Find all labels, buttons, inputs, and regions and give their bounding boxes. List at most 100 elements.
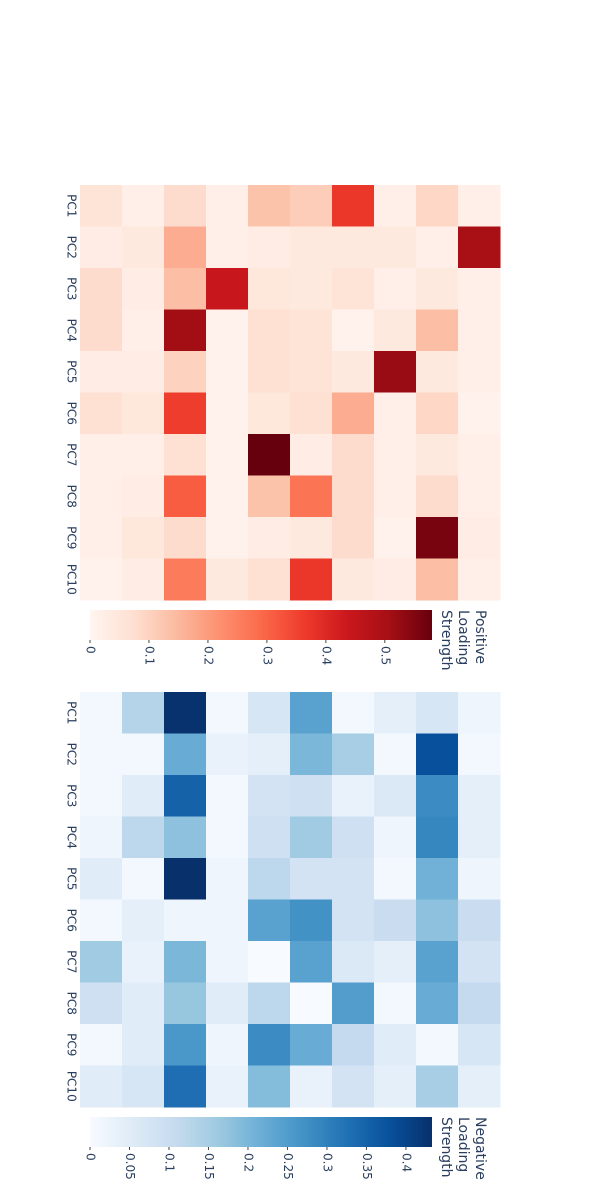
heatmap-cell <box>206 899 249 942</box>
heatmap-cell <box>80 434 123 476</box>
heatmap-cell <box>164 982 207 1025</box>
heatmap-cell <box>122 941 165 983</box>
heatmap-cell <box>416 517 459 559</box>
heatmap-cell <box>374 268 417 310</box>
heatmap-cell <box>290 268 333 310</box>
heatmap-cell <box>80 941 123 983</box>
heatmap-cell <box>416 733 459 776</box>
heatmap-cell <box>164 692 207 734</box>
heatmap-cell <box>122 558 165 601</box>
heatmap-cell <box>374 692 417 734</box>
heatmap-cell <box>248 692 291 734</box>
heatmap-cell <box>206 475 249 518</box>
heatmap-cell <box>80 982 123 1025</box>
row-label: PC1 <box>65 701 79 724</box>
heatmap-cell <box>290 775 333 817</box>
colorbar-tick-label: 0.35 <box>360 1153 374 1180</box>
heatmap-cell <box>458 226 501 269</box>
heatmap-cell <box>458 816 501 859</box>
row-label: PC3 <box>65 277 79 300</box>
heatmap-cell <box>332 558 375 601</box>
heatmap-cell <box>206 941 249 983</box>
heatmap-cell <box>374 1065 417 1108</box>
colorbar-tick-label: 0.1 <box>162 1153 176 1172</box>
heatmap-cell <box>80 268 123 310</box>
heatmap-cell <box>458 268 501 310</box>
heatmap-cell <box>248 434 291 476</box>
heatmap-cell <box>290 309 333 352</box>
heatmap-cell <box>290 475 333 518</box>
colorbar-tick-label: 0.25 <box>281 1153 295 1180</box>
colorbar-title: Loading <box>455 610 471 665</box>
heatmap-cell <box>332 775 375 817</box>
heatmap-cell <box>122 392 165 435</box>
colorbar-tick-label: 0.2 <box>201 646 215 665</box>
heatmap-cell <box>458 982 501 1025</box>
heatmap-cell <box>122 351 165 393</box>
colorbar-tick-label: 0.5 <box>378 646 392 665</box>
heatmap-cell <box>122 475 165 518</box>
heatmap-cell <box>332 941 375 983</box>
heatmap-cell <box>164 899 207 942</box>
heatmap-cell <box>458 1065 501 1108</box>
heatmap-cell <box>248 1065 291 1108</box>
heatmap-cell <box>374 185 417 227</box>
heatmap-cell <box>458 392 501 435</box>
heatmap-cell <box>206 226 249 269</box>
heatmap-cell <box>458 733 501 776</box>
heatmap-cell <box>374 517 417 559</box>
heatmap-cell <box>290 1024 333 1066</box>
heatmap-cell <box>206 1065 249 1108</box>
heatmap-cell <box>206 558 249 601</box>
heatmap-cell <box>206 392 249 435</box>
heatmap-cell <box>458 475 501 518</box>
heatmap-cell <box>80 899 123 942</box>
row-label: PC1 <box>65 194 79 217</box>
heatmap-cell <box>248 475 291 518</box>
heatmap-cell <box>80 1024 123 1066</box>
colorbar <box>90 1117 432 1147</box>
heatmap-cell <box>164 858 207 900</box>
colorbar-title: Positive <box>472 610 488 664</box>
heatmap-cell <box>164 816 207 859</box>
heatmap-cell <box>416 1065 459 1108</box>
heatmap-cell <box>122 899 165 942</box>
heatmap-cell <box>206 1024 249 1066</box>
heatmap-cell <box>332 899 375 942</box>
heatmap-cell <box>458 517 501 559</box>
heatmap-cell <box>164 475 207 518</box>
heatmap-cell <box>80 1065 123 1108</box>
heatmap-cell <box>206 517 249 559</box>
row-label: PC9 <box>65 1033 79 1056</box>
heatmap-cell <box>290 517 333 559</box>
heatmap-cell <box>206 858 249 900</box>
heatmap-cell <box>248 309 291 352</box>
heatmap-cell <box>206 816 249 859</box>
heatmap-cell <box>80 692 123 734</box>
row-label: PC9 <box>65 526 79 549</box>
heatmap-cell <box>206 351 249 393</box>
colorbar-title: Negative <box>472 1117 488 1180</box>
heatmap-cell <box>458 692 501 734</box>
heatmap-cell <box>416 982 459 1025</box>
heatmap-cell <box>206 268 249 310</box>
heatmap-cell <box>80 816 123 859</box>
heatmap-cell <box>80 558 123 601</box>
heatmap-cell <box>332 1065 375 1108</box>
heatmap-cell <box>290 692 333 734</box>
heatmap-cell <box>374 816 417 859</box>
heatmap-cell <box>248 775 291 817</box>
heatmap-cell <box>416 558 459 601</box>
colorbar-tick-label: 0.2 <box>241 1153 255 1172</box>
heatmap-cell <box>416 226 459 269</box>
heatmap-cell <box>374 351 417 393</box>
heatmap-cell <box>458 558 501 601</box>
heatmap-cell <box>290 392 333 435</box>
colorbar-title: Strength <box>438 1117 454 1178</box>
heatmap-cell <box>416 268 459 310</box>
heatmap-cell <box>164 1024 207 1066</box>
heatmap-cell <box>416 775 459 817</box>
heatmap-cell <box>80 185 123 227</box>
row-label: PC8 <box>65 992 79 1015</box>
heatmap-cell <box>122 1024 165 1066</box>
